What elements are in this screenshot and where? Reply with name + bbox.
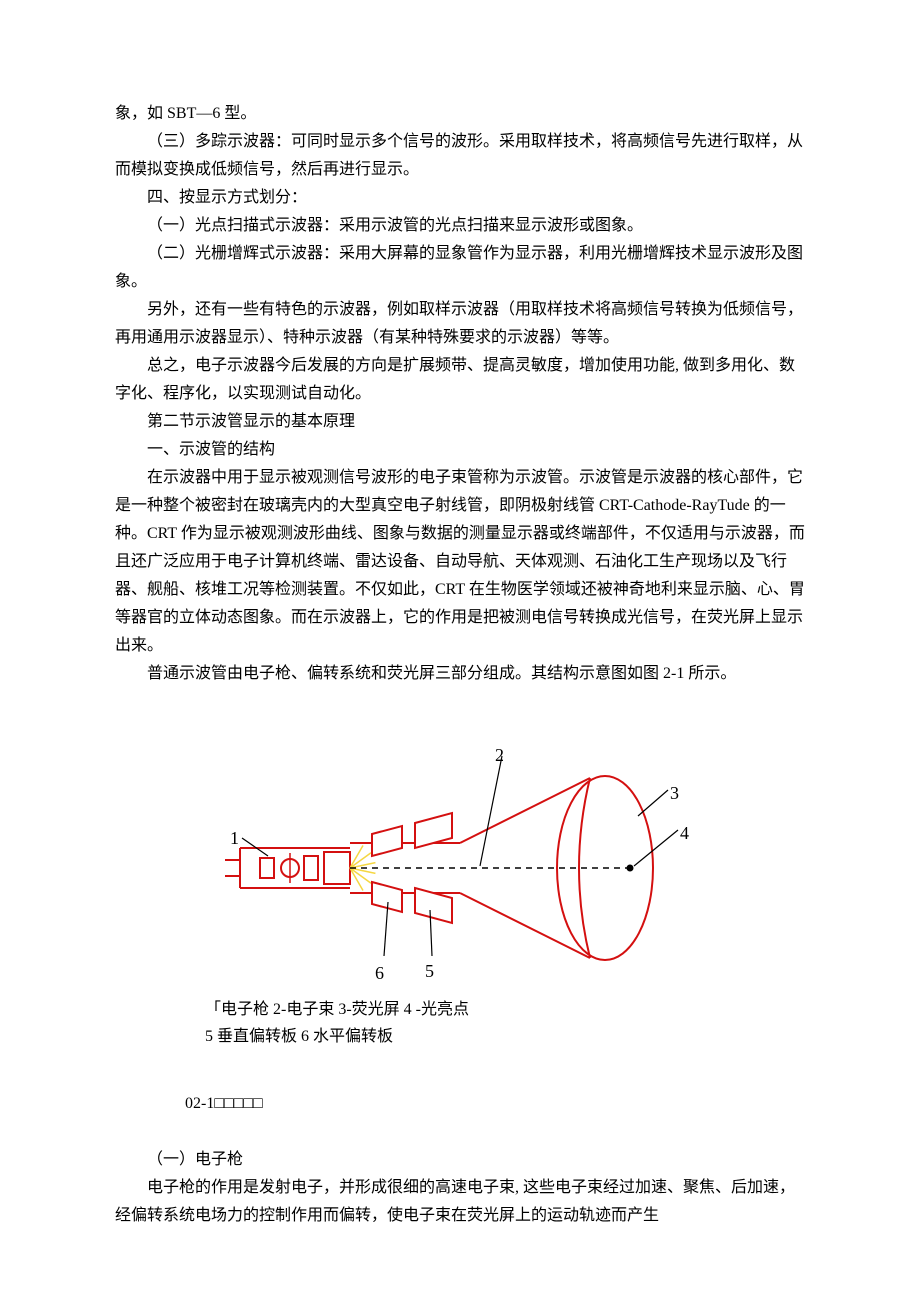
diagram-label-3: 3 <box>670 778 679 810</box>
body-paragraph: 象，如 SBT—6 型。 <box>115 100 805 128</box>
body-paragraph: （一）光点扫描式示波器：采用示波管的光点扫描来显示波形或图象。 <box>115 212 805 240</box>
diagram-label-6: 6 <box>375 958 384 990</box>
section-heading: 一、示波管的结构 <box>115 436 805 464</box>
diagram-label-2: 2 <box>495 740 504 772</box>
body-paragraph: 普通示波管由电子枪、偏转系统和荧光屏三部分组成。其结构示意图如图 2-1 所示。 <box>115 660 805 688</box>
body-paragraph: 另外，还有一些有特色的示波器，例如取样示波器（用取样技术将高频信号转换为低频信号… <box>115 296 805 352</box>
body-paragraph: 在示波器中用于显示被观测信号波形的电子束管称为示波管。示波管是示波器的核心部件，… <box>115 464 805 660</box>
body-paragraph: （二）光栅增辉式示波器：采用大屏幕的显象管作为显示器，利用光栅增辉技术显示波形及… <box>115 240 805 296</box>
crt-svg <box>220 738 700 978</box>
section-heading: （一）电子枪 <box>115 1146 805 1174</box>
diagram-legend: 「电子枪 2-电子束 3-荧光屏 4 -光亮点 5 垂直偏转板 6 水平偏转板 <box>205 996 805 1050</box>
diagram-label-4: 4 <box>680 818 689 850</box>
section-heading: 第二节示波管显示的基本原理 <box>115 408 805 436</box>
legend-line-1: 「电子枪 2-电子束 3-荧光屏 4 -光亮点 <box>205 996 805 1023</box>
diagram-label-1: 1 <box>230 823 239 855</box>
section-heading: 四、按显示方式划分： <box>115 184 805 212</box>
diagram-label-5: 5 <box>425 956 434 988</box>
crt-diagram: 1 2 3 4 5 6 <box>220 738 700 978</box>
body-paragraph: 电子枪的作用是发射电子，并形成很细的高速电子束, 这些电子束经过加速、聚焦、后加… <box>115 1174 805 1230</box>
legend-line-2: 5 垂直偏转板 6 水平偏转板 <box>205 1023 805 1050</box>
figure-caption: 02-1□□□□□ <box>185 1090 805 1118</box>
body-paragraph: （三）多踪示波器：可同时显示多个信号的波形。采用取样技术，将高频信号先进行取样，… <box>115 128 805 184</box>
body-paragraph: 总之，电子示波器今后发展的方向是扩展频带、提高灵敏度，增加使用功能, 做到多用化… <box>115 352 805 408</box>
